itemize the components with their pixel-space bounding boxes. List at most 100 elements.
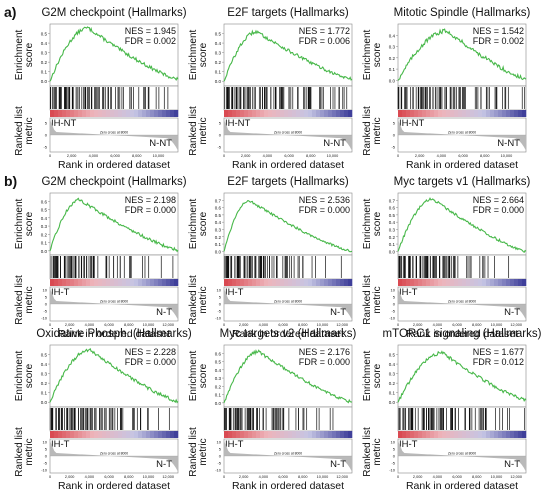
y-tick-label: 0.6 xyxy=(215,351,222,356)
metric-tick-label: 5 xyxy=(219,120,222,125)
y-tick-label: 0.0 xyxy=(389,400,396,405)
heatmap-segment xyxy=(478,110,483,117)
heatmap-segment xyxy=(422,110,427,117)
metric-tick-label: -5 xyxy=(391,461,395,466)
heatmap-segment xyxy=(244,110,249,117)
x-tick-label: 0 xyxy=(49,323,51,327)
y-tick-label: 0.2 xyxy=(389,381,396,386)
heatmap-segment xyxy=(348,279,353,286)
heatmap-segment xyxy=(86,110,91,117)
heatmap-segment xyxy=(260,431,265,438)
zero-cross-label: Zero cross at 8000 xyxy=(448,300,476,304)
metric-tick-label: -5 xyxy=(391,309,395,314)
heatmap-segment xyxy=(410,279,415,286)
x-tick-label: 2,000 xyxy=(67,154,77,158)
heatmap-segment xyxy=(312,279,317,286)
x-tick-label: 6,000 xyxy=(452,323,462,327)
metric-tick-label: -10 xyxy=(41,316,48,321)
y-tick-label: 0.5 xyxy=(215,32,222,37)
metric-tick-label: -5 xyxy=(217,461,221,466)
y-tick-label: 0.0 xyxy=(215,401,222,406)
ranked-axis-label: metric xyxy=(198,286,209,313)
x-axis-title: Rank in ordered dataset xyxy=(232,480,344,491)
heatmap-segment xyxy=(74,431,79,438)
heatmap-segment xyxy=(336,279,341,286)
zero-cross-label: Zero cross at 8000 xyxy=(274,452,302,456)
es-curve xyxy=(49,347,179,404)
heatmap-segment xyxy=(228,279,233,286)
heatmap-segment xyxy=(482,279,487,286)
panel-title: Myc targets v2 (Hallmarks) xyxy=(220,328,357,340)
y-tick-label: 0.5 xyxy=(389,353,396,358)
heatmap-segment xyxy=(332,431,337,438)
heatmap-segment xyxy=(340,110,345,117)
es-curve xyxy=(223,29,353,82)
heatmap-segment xyxy=(304,431,309,438)
metric-tick-label: 10 xyxy=(391,287,396,292)
heatmap-segment xyxy=(430,279,435,286)
heatmap-segment xyxy=(312,431,317,438)
heatmap-segment xyxy=(398,431,403,438)
heatmap-segment xyxy=(522,431,527,438)
metric-tick-label: 0 xyxy=(219,302,222,307)
heatmap-segment xyxy=(174,279,179,286)
heatmap-segment xyxy=(292,431,297,438)
metric-tick-label: 10 xyxy=(217,439,222,444)
heatmap-segment xyxy=(150,279,155,286)
heatmap-segment xyxy=(78,279,83,286)
heatmap-segment xyxy=(170,279,175,286)
heatmap-segment xyxy=(510,110,515,117)
heatmap-segment xyxy=(402,279,407,286)
gsea-panel: G2M checkpoint (Hallmarks) Enrichment scor… xyxy=(14,7,187,171)
metric-tick-label: -5 xyxy=(43,145,47,150)
ranked-axis-label: metric xyxy=(372,438,383,465)
gsea-panel: Oxidative Phosph. (Hallmarks) Enrichment s… xyxy=(14,328,192,491)
heatmap-segment xyxy=(272,279,277,286)
y-tick-label: 0.5 xyxy=(41,353,48,358)
x-tick-label: 8,000 xyxy=(472,323,482,327)
enrichment-axis-label: Enrichment xyxy=(362,198,373,249)
heatmap-segment xyxy=(510,279,515,286)
heatmap-segment xyxy=(328,431,333,438)
heatmap-segment xyxy=(272,431,277,438)
heatmap-segment xyxy=(50,431,55,438)
heatmap-segment xyxy=(248,431,253,438)
heatmap-segment xyxy=(438,431,443,438)
nes-label: NES = 2.228 xyxy=(125,347,176,357)
heatmap-segment xyxy=(82,110,87,117)
heatmap-segment xyxy=(348,431,353,438)
x-tick-label: 10,000 xyxy=(143,475,155,479)
y-tick-label: 0.5 xyxy=(41,32,48,37)
x-tick-label: 0 xyxy=(397,154,399,158)
x-tick-label: 8,000 xyxy=(124,323,134,327)
x-tick-label: 2,000 xyxy=(413,475,423,479)
metric-tick-label: 0 xyxy=(45,454,48,459)
y-tick-label: 0.3 xyxy=(215,227,222,232)
heatmap-segment xyxy=(256,110,261,117)
heatmap-segment xyxy=(498,279,503,286)
y-tick-label: 0.0 xyxy=(41,400,48,405)
y-tick-label: 0.5 xyxy=(215,213,222,218)
heatmap-segment xyxy=(402,110,407,117)
x-tick-label: 0 xyxy=(49,475,51,479)
heatmap-segment xyxy=(502,431,507,438)
y-tick-label: 0.4 xyxy=(389,362,396,367)
y-tick-label: 0.3 xyxy=(389,45,396,50)
heatmap-segment xyxy=(406,279,411,286)
x-tick-label: 12,000 xyxy=(510,475,522,479)
heatmap-segment xyxy=(398,279,403,286)
y-tick-label: 0.3 xyxy=(41,372,48,377)
heatmap-segment xyxy=(110,431,115,438)
fdr-label: FDR = 0.002 xyxy=(473,36,524,46)
section-label-a: a) xyxy=(4,4,16,20)
x-tick-label: 12,000 xyxy=(336,323,348,327)
panel-title: G2M checkpoint (Hallmarks) xyxy=(41,176,186,188)
heatmap-segment xyxy=(138,279,143,286)
y-tick-label: 0.1 xyxy=(215,393,222,398)
x-tick-label: 6,000 xyxy=(110,154,120,158)
x-axis-title: Rank in ordered dataset xyxy=(406,328,518,340)
y-tick-label: 0.2 xyxy=(41,381,48,386)
x-axis-title: Rank in ordered dataset xyxy=(232,159,344,171)
heatmap-segment xyxy=(340,279,345,286)
nes-label: NES = 2.176 xyxy=(299,347,350,357)
